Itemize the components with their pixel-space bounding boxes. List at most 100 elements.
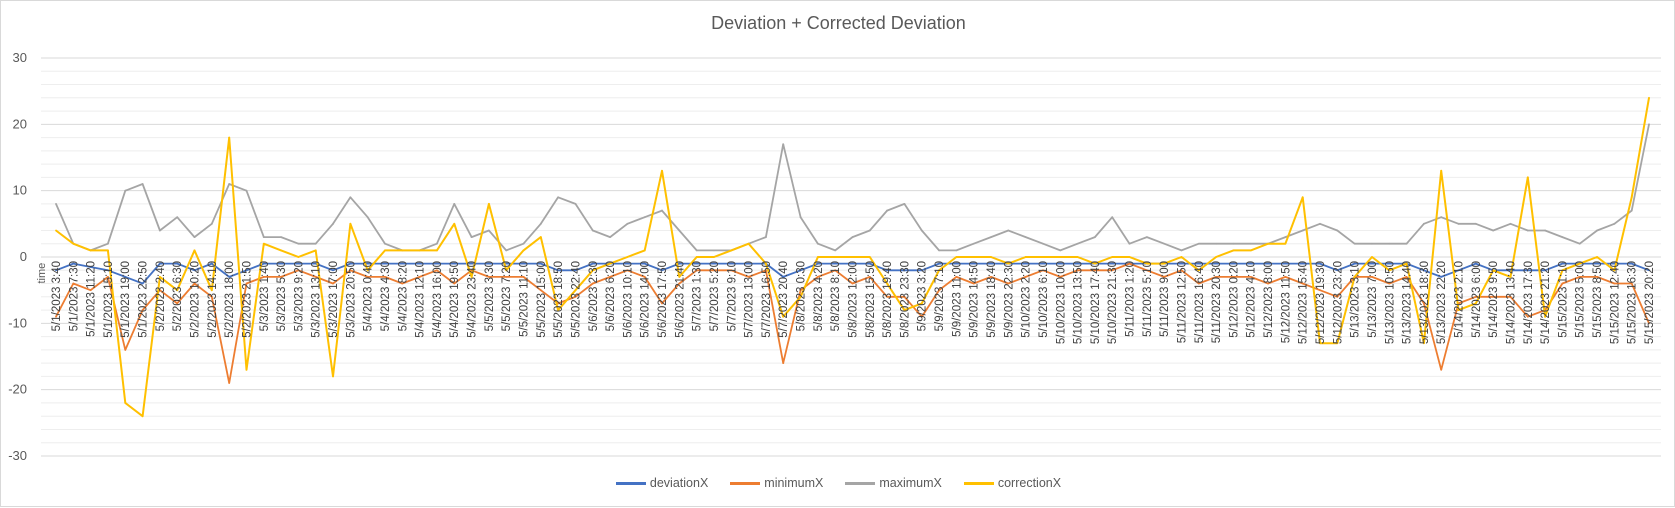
data-point-correctionX	[349, 222, 352, 225]
legend-item-maximumX: maximumX	[845, 476, 942, 490]
data-point-maximumX	[158, 229, 161, 232]
y-tick-label: -20	[8, 382, 27, 397]
x-tick-label: 5/8/2023 4:20	[813, 261, 825, 331]
data-point-minimumX	[470, 269, 473, 272]
data-point-deviationX	[1301, 262, 1304, 265]
data-point-correctionX	[1111, 256, 1114, 258]
data-point-correctionX	[1163, 262, 1166, 265]
data-point-maximumX	[1145, 236, 1148, 239]
data-point-deviationX	[782, 276, 785, 278]
data-point-maximumX	[297, 242, 300, 245]
x-tick-label: 5/12/2023 23:20	[1332, 261, 1344, 344]
data-point-correctionX	[539, 236, 542, 239]
x-tick-label: 5/6/2023 10:10	[622, 261, 634, 338]
data-point-correctionX	[1457, 309, 1460, 311]
x-tick-label: 5/15/2023 16:30	[1627, 261, 1639, 344]
x-tick-label: 5/15/2023 1:10	[1557, 261, 1569, 338]
data-point-minimumX	[1145, 269, 1148, 272]
data-point-maximumX	[505, 249, 508, 252]
data-point-correctionX	[1578, 262, 1581, 265]
data-point-correctionX	[938, 269, 940, 272]
data-point-maximumX	[661, 209, 663, 212]
data-point-maximumX	[245, 189, 248, 192]
x-tick-label: 5/7/2023 13:00	[744, 261, 756, 338]
data-point-correctionX	[868, 256, 871, 258]
x-tick-label: 5/8/2023 23:30	[899, 261, 911, 338]
data-point-minimumX	[1163, 276, 1166, 278]
series-layer	[55, 96, 1650, 418]
x-tick-label: 5/5/2023 11:10	[519, 261, 531, 337]
data-point-deviationX	[55, 269, 57, 272]
x-tick-label: 5/4/2023 4:30	[380, 261, 392, 331]
data-point-deviationX	[297, 262, 300, 265]
data-point-minimumX	[990, 276, 992, 278]
x-tick-label: 5/14/2023 6:00	[1471, 261, 1483, 338]
data-point-minimumX	[176, 302, 179, 305]
data-point-deviationX	[1319, 262, 1321, 265]
data-point-deviationX	[713, 262, 715, 265]
data-point-minimumX	[418, 276, 421, 278]
data-point-deviationX	[1042, 262, 1044, 265]
x-tick-label: 5/11/2023 5:10	[1142, 261, 1154, 337]
data-point-minimumX	[557, 302, 560, 305]
data-point-maximumX	[1423, 222, 1425, 225]
data-point-minimumX	[765, 269, 767, 272]
data-point-minimumX	[210, 295, 213, 298]
data-point-maximumX	[626, 222, 629, 225]
data-point-maximumX	[1336, 229, 1339, 232]
data-point-deviationX	[158, 262, 161, 265]
data-point-correctionX	[418, 249, 421, 252]
data-point-maximumX	[1544, 229, 1547, 232]
data-point-correctionX	[1059, 256, 1062, 258]
data-point-correctionX	[1145, 262, 1148, 265]
data-point-deviationX	[730, 262, 733, 265]
data-point-deviationX	[574, 269, 577, 272]
data-point-deviationX	[436, 262, 438, 265]
data-point-deviationX	[1388, 262, 1391, 265]
data-point-maximumX	[280, 236, 282, 239]
data-point-minimumX	[1059, 276, 1062, 278]
x-tick-label: 5/4/2023 23:40	[467, 261, 479, 338]
data-point-minimumX	[678, 282, 681, 285]
data-point-minimumX	[124, 348, 127, 351]
data-point-maximumX	[1094, 236, 1096, 239]
data-point-minimumX	[349, 269, 352, 272]
x-tick-label: 5/7/2023 9:10	[726, 261, 738, 331]
data-point-deviationX	[505, 262, 508, 265]
data-point-maximumX	[55, 203, 57, 205]
legend-swatch	[845, 481, 876, 485]
x-tick-label: 5/8/2023 15:50	[865, 261, 877, 338]
x-tick-label: 5/14/2023 17:30	[1523, 261, 1535, 344]
data-point-minimumX	[1128, 262, 1131, 265]
data-point-deviationX	[332, 269, 334, 272]
data-point-minimumX	[868, 276, 871, 278]
x-tick-label: 5/1/2023 7:30	[68, 261, 80, 331]
data-point-deviationX	[591, 262, 594, 265]
data-point-deviationX	[799, 269, 802, 272]
data-point-correctionX	[1388, 269, 1391, 272]
data-point-minimumX	[1007, 282, 1010, 285]
data-point-minimumX	[89, 289, 92, 292]
data-point-deviationX	[1371, 262, 1373, 265]
x-tick-label: 5/11/2023 12:50	[1176, 261, 1188, 343]
data-point-correctionX	[1094, 262, 1096, 265]
x-tick-label: 5/9/2023 14:50	[969, 261, 981, 338]
x-tick-label: 5/1/2023 22:50	[138, 261, 150, 338]
data-point-correctionX	[1371, 256, 1373, 258]
data-point-deviationX	[401, 262, 404, 265]
x-tick-label: 5/10/2023 21:30	[1107, 261, 1119, 344]
x-tick-label: 5/3/2023 17:00	[328, 261, 340, 338]
x-tick-label: 5/13/2023 7:00	[1367, 261, 1379, 338]
data-point-maximumX	[210, 222, 213, 225]
data-point-minimumX	[1024, 276, 1027, 278]
data-point-correctionX	[1197, 269, 1200, 272]
data-point-correctionX	[436, 249, 438, 252]
data-point-deviationX	[851, 262, 854, 265]
x-tick-label: 5/4/2023 19:50	[449, 261, 461, 338]
data-point-maximumX	[1492, 229, 1495, 232]
data-point-maximumX	[522, 242, 525, 245]
data-point-correctionX	[903, 309, 906, 311]
y-tick-label: -30	[8, 448, 27, 463]
data-point-minimumX	[920, 315, 923, 318]
